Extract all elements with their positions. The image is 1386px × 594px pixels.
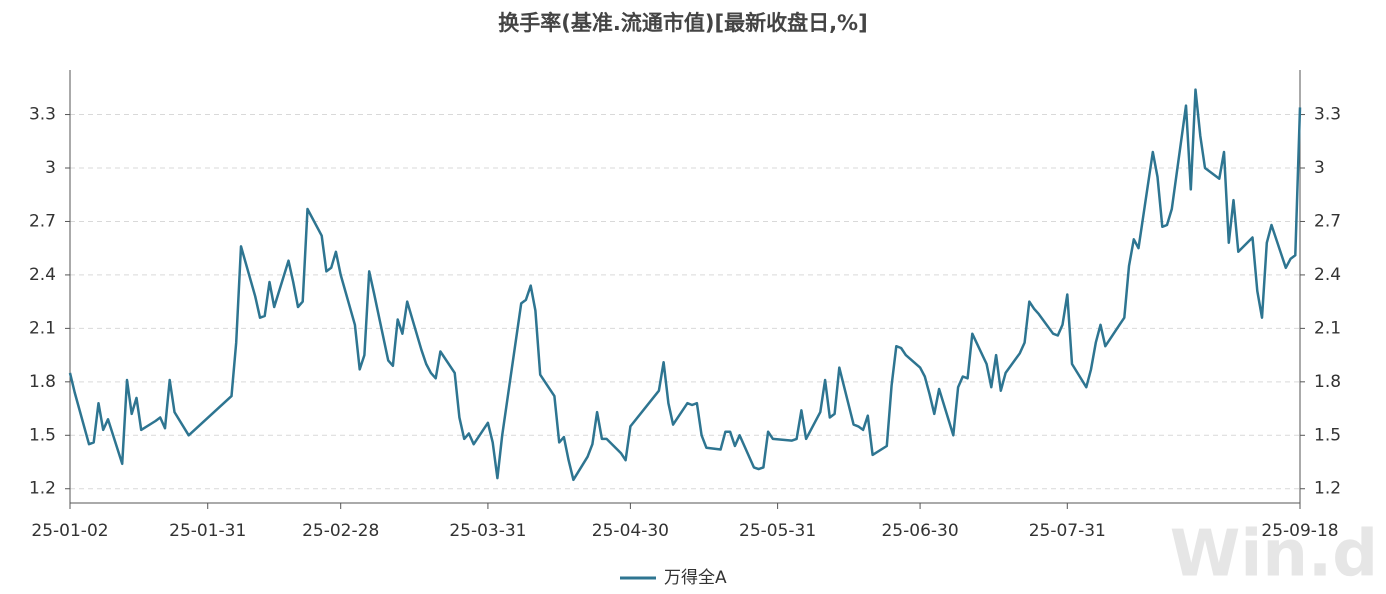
y2-tick-label: 1.8	[1314, 372, 1341, 392]
x-tick-label: 25-01-02	[31, 521, 108, 541]
y-tick-label: 3.3	[29, 105, 56, 125]
y-tick-label: 3	[45, 158, 56, 178]
series-line	[68, 88, 1302, 482]
y2-tick-label: 3.3	[1314, 105, 1341, 125]
x-tick-label: 25-05-31	[739, 521, 816, 541]
watermark: Win.d	[1170, 518, 1378, 592]
y-tick-label: 2.4	[29, 265, 56, 285]
y-tick-label: 1.2	[29, 479, 56, 499]
y-tick-label: 1.5	[29, 425, 56, 445]
chart-title: 换手率(基准.流通市值)[最新收盘日,%]	[498, 11, 867, 35]
x-tick-label: 25-03-31	[449, 521, 526, 541]
y2-tick-label: 3	[1314, 158, 1325, 178]
x-tick-label: 25-09-18	[1261, 521, 1338, 541]
x-tick-label: 25-06-30	[881, 521, 958, 541]
y2-tick-label: 2.4	[1314, 265, 1341, 285]
legend-label: 万得全A	[664, 568, 727, 588]
y-tick-label: 2.1	[29, 318, 56, 338]
y2-tick-label: 1.5	[1314, 425, 1341, 445]
y2-tick-label: 2.7	[1314, 211, 1341, 231]
y-tick-label: 1.8	[29, 372, 56, 392]
y2-tick-label: 1.2	[1314, 479, 1341, 499]
x-tick-label: 25-04-30	[592, 521, 669, 541]
x-tick-label: 25-07-31	[1029, 521, 1106, 541]
y2-tick-label: 2.1	[1314, 318, 1341, 338]
y-tick-label: 2.7	[29, 211, 56, 231]
x-tick-label: 25-01-31	[169, 521, 246, 541]
x-tick-label: 25-02-28	[302, 521, 379, 541]
